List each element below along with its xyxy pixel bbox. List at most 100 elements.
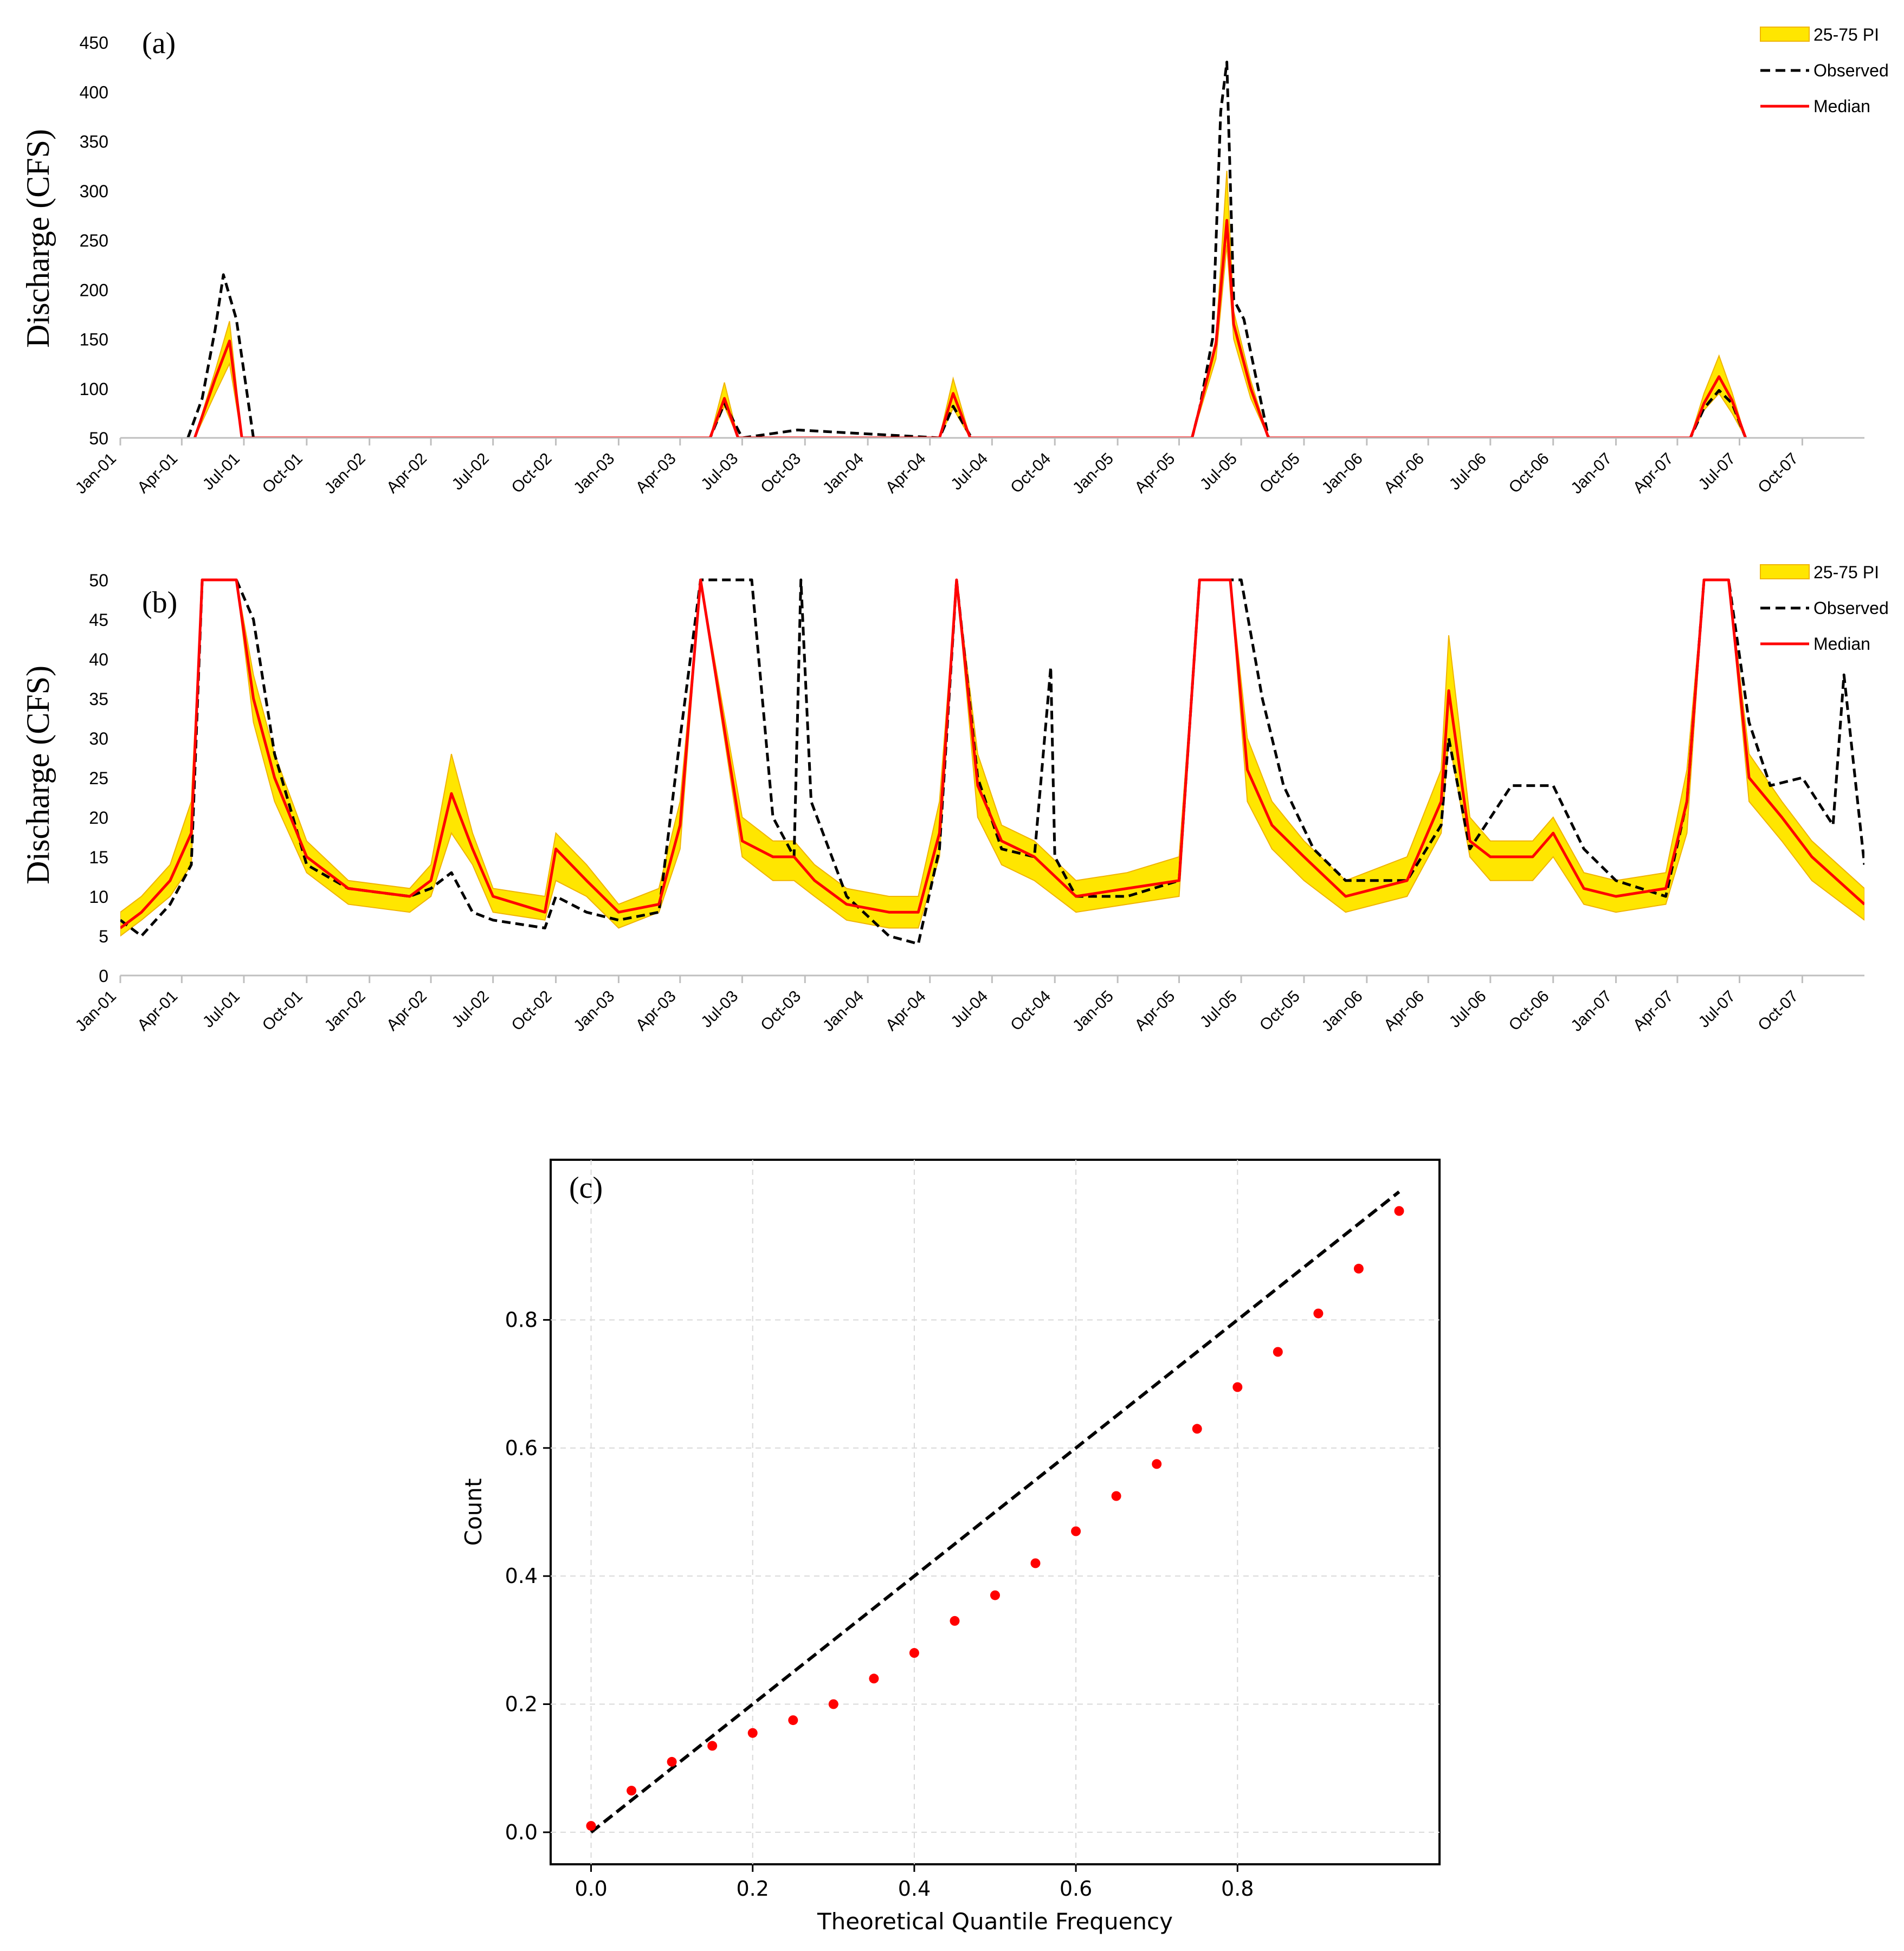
scatter-point <box>869 1674 879 1684</box>
x-tick-label: Oct-05 <box>1256 450 1303 497</box>
scatter-point <box>1313 1308 1324 1319</box>
x-tick-label: 0.2 <box>737 1877 769 1901</box>
y-tick-label: 45 <box>89 610 108 630</box>
y-tick-label: 400 <box>80 82 108 102</box>
panel-c-ticks: 0.0 0.2 0.4 0.6 0.8 0.0 0.2 0.4 0.6 0.8 <box>505 1308 1254 1901</box>
y-tick-label: 40 <box>89 650 108 669</box>
x-tick-label: Jul-03 <box>698 450 741 494</box>
x-tick-label: Apr-05 <box>1131 987 1178 1035</box>
x-tick-label: Apr-03 <box>632 450 680 497</box>
legend-a-median-label: Median <box>1813 96 1870 116</box>
panel-a-x-ticks: Jan-01 Apr-01 Jul-01 Oct-01 Jan-02 Apr-02 Jul-… <box>72 438 1803 498</box>
panel-c: 0.0 0.2 0.4 0.6 0.8 0.0 0.2 0.4 0.6 0.8 (c) Theor… <box>460 1159 1441 1935</box>
panel-c-plot-area <box>586 1190 1404 1834</box>
y-tick-label: 150 <box>80 330 108 350</box>
x-tick-label: Apr-03 <box>632 987 680 1035</box>
scatter-point <box>627 1786 637 1796</box>
x-tick-label: Jan-05 <box>1069 987 1117 1035</box>
x-tick-label: 0.0 <box>575 1877 607 1901</box>
x-tick-label: Oct-01 <box>259 450 306 497</box>
scatter-point <box>909 1648 919 1658</box>
legend-a-observed-label: Observed <box>1813 61 1889 80</box>
x-tick-label: Oct-05 <box>1256 987 1303 1035</box>
y-tick-label: 300 <box>80 182 108 201</box>
y-tick-label: 30 <box>89 729 108 748</box>
x-tick-label: Oct-03 <box>757 450 804 497</box>
x-tick-label: Jan-01 <box>72 987 120 1035</box>
panel-c-xlabel: Theoretical Quantile Frequency <box>817 1908 1173 1935</box>
panel-a-plot-area <box>186 61 1747 438</box>
x-tick-label: Jan-04 <box>819 987 867 1035</box>
x-tick-label: Jul-01 <box>199 450 243 494</box>
panel-c-label: (c) <box>569 1171 603 1205</box>
panel-b-ylabel: Discharge (CFS) <box>20 666 56 884</box>
legend-a-pi-label: 25-75 PI <box>1813 25 1879 44</box>
x-tick-label: Oct-07 <box>1754 450 1802 497</box>
series-25-75-pi-band <box>120 579 1864 937</box>
x-tick-label: Oct-02 <box>508 450 556 497</box>
scatter-point <box>1152 1459 1162 1469</box>
x-tick-label: Oct-02 <box>508 987 556 1035</box>
scatter-point <box>1394 1206 1404 1216</box>
y-tick-label: 350 <box>80 132 108 152</box>
legend-b-pi-label: 25-75 PI <box>1813 563 1879 582</box>
x-tick-label: Jul-02 <box>449 987 493 1031</box>
x-tick-label: Jan-01 <box>72 450 120 498</box>
x-tick-label: Jul-04 <box>947 987 991 1031</box>
x-tick-label: Jul-07 <box>1695 450 1739 494</box>
series-median-line <box>120 578 1864 929</box>
scatter-point <box>1353 1263 1364 1274</box>
x-tick-label: Jul-02 <box>449 450 493 494</box>
x-tick-label: Apr-01 <box>134 987 181 1035</box>
x-tick-label: Apr-06 <box>1380 987 1428 1035</box>
x-tick-label: Oct-04 <box>1007 987 1054 1035</box>
x-tick-label: Jan-05 <box>1069 450 1117 498</box>
x-tick-label: Oct-03 <box>757 987 804 1035</box>
reference-line <box>590 1190 1400 1834</box>
y-tick-label: 35 <box>89 689 108 709</box>
panel-a-legend: 25-75 PI Observed Median <box>1760 25 1889 116</box>
x-tick-label: Jan-07 <box>1567 450 1615 498</box>
scatter-point <box>1232 1382 1243 1392</box>
x-tick-label: Jan-06 <box>1319 450 1366 498</box>
y-tick-label: 25 <box>89 768 108 788</box>
y-tick-label: 15 <box>89 848 108 867</box>
x-tick-label: Apr-04 <box>882 987 930 1035</box>
x-tick-label: Oct-06 <box>1506 450 1553 497</box>
scatter-point <box>828 1699 838 1709</box>
scatter-point <box>950 1616 960 1626</box>
panel-a-y-ticks: 50 100 150 200 250 300 350 400 450 <box>80 33 108 448</box>
y-tick-label: 0.4 <box>505 1564 538 1588</box>
scatter-point <box>1192 1424 1202 1434</box>
legend-b-observed-label: Observed <box>1813 598 1889 618</box>
x-tick-label: 0.4 <box>898 1877 931 1901</box>
legend-b-pi-swatch <box>1760 564 1810 579</box>
x-tick-label: Jan-06 <box>1319 987 1366 1035</box>
x-tick-label: Jan-02 <box>321 450 369 498</box>
x-tick-label: Apr-07 <box>1630 987 1677 1035</box>
x-tick-label: Oct-06 <box>1506 987 1553 1035</box>
scatter-point <box>1030 1558 1041 1568</box>
y-tick-label: 5 <box>99 927 108 946</box>
x-tick-label: Apr-06 <box>1380 450 1428 497</box>
x-tick-label: Jan-07 <box>1567 987 1615 1035</box>
panel-a-label: (a) <box>142 27 176 60</box>
x-tick-label: Jul-01 <box>199 987 243 1031</box>
x-tick-label: Apr-05 <box>1131 450 1178 497</box>
scatter-point <box>788 1715 798 1726</box>
x-tick-label: Apr-04 <box>882 450 930 497</box>
x-tick-label: Jan-03 <box>570 450 618 498</box>
panel-b: (b) Discharge (CFS) 0 5 10 15 20 25 30 35 40 45 50… <box>20 563 1889 1035</box>
x-tick-label: 0.8 <box>1221 1877 1254 1901</box>
x-tick-label: Jul-05 <box>1197 450 1241 494</box>
x-tick-label: Jul-04 <box>947 450 991 494</box>
panel-c-grid <box>551 1160 1440 1864</box>
x-tick-label: Oct-07 <box>1754 987 1802 1035</box>
panel-b-x-ticks: Jan-01 Apr-01 Jul-01 Oct-01 Jan-02 Apr-02 Jul-… <box>72 976 1803 1035</box>
x-tick-label: 0.6 <box>1060 1877 1092 1901</box>
panel-b-y-ticks: 0 5 10 15 20 25 30 35 40 45 50 <box>89 571 108 986</box>
y-tick-label: 0 <box>99 966 108 986</box>
scatter-point <box>667 1756 677 1767</box>
x-tick-label: Apr-02 <box>383 450 430 497</box>
x-tick-label: Apr-07 <box>1630 450 1677 497</box>
